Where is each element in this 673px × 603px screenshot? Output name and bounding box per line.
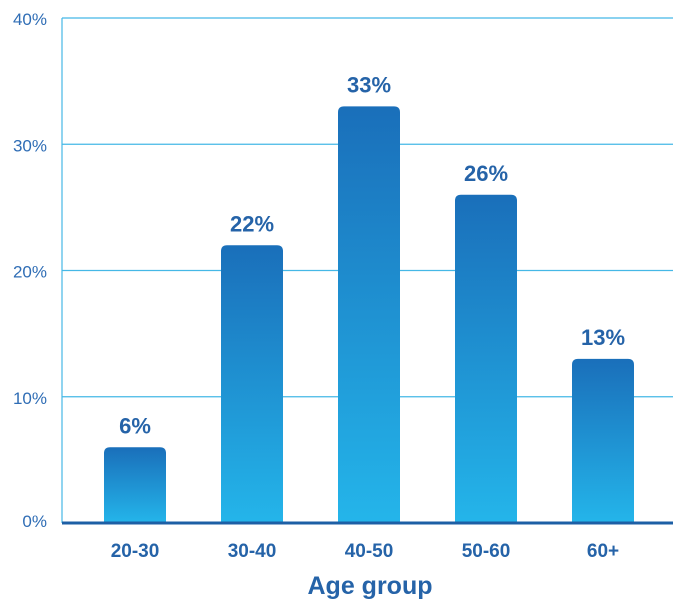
y-tick-label: 10% <box>13 389 47 408</box>
x-axis-title: Age group <box>308 572 433 600</box>
bar-20-30 <box>104 447 166 523</box>
bar-50-60 <box>455 194 517 523</box>
data-label: 33% <box>347 72 391 97</box>
x-tick-label: 40-50 <box>345 541 394 562</box>
y-tick-label: 0% <box>22 512 47 531</box>
x-tick-label: 30-40 <box>228 541 277 562</box>
bar-40-50 <box>338 106 400 523</box>
x-axis-categories: 20-30 30-40 40-50 50-60 60+ <box>111 541 619 562</box>
x-tick-label: 60+ <box>587 541 619 562</box>
x-tick-label: 20-30 <box>111 541 160 562</box>
bar-30-40 <box>221 245 283 523</box>
y-tick-label: 20% <box>13 263 47 282</box>
data-label: 26% <box>464 161 508 186</box>
data-label: 22% <box>230 211 274 236</box>
y-tick-label: 40% <box>13 10 47 29</box>
y-tick-label: 30% <box>13 136 47 155</box>
bars <box>104 106 634 523</box>
y-axis-ticks: 0% 10% 20% 30% 40% <box>13 10 47 531</box>
x-tick-label: 50-60 <box>462 541 511 562</box>
bar-60+ <box>572 358 634 523</box>
data-labels: 6% 22% 33% 26% 13% <box>119 72 625 438</box>
data-label: 13% <box>581 325 625 350</box>
data-label: 6% <box>119 413 151 438</box>
